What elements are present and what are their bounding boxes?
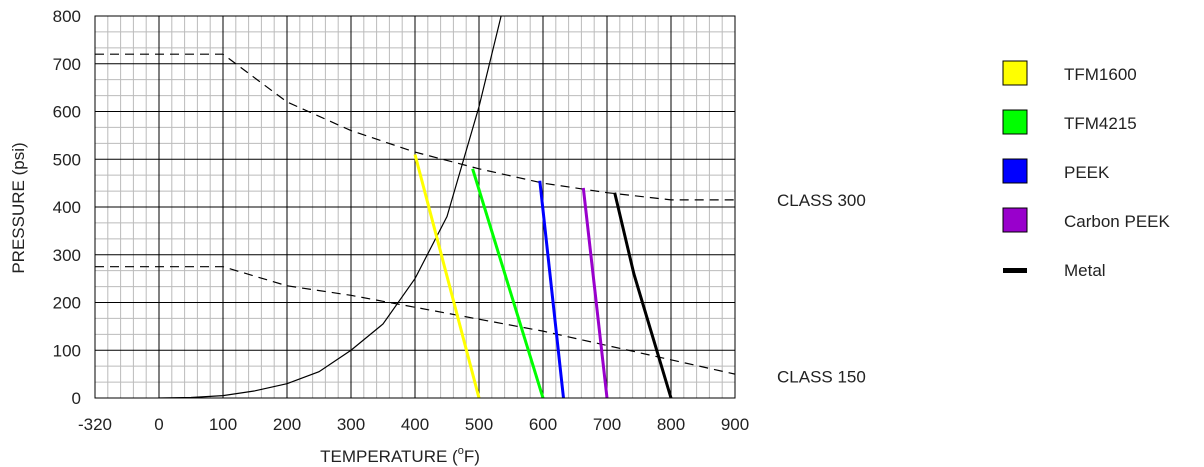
x-tick-label: 300	[337, 415, 365, 434]
y-tick-label: 100	[53, 341, 81, 360]
x-axis-title-end: F)	[464, 447, 480, 466]
legend-label: TFM4215	[1064, 114, 1137, 133]
x-tick-label: 200	[273, 415, 301, 434]
series-line-peek	[538, 180, 565, 399]
x-axis-title: TEMPERATURE (oF)	[320, 445, 480, 466]
class-label: CLASS 300	[777, 191, 866, 210]
x-tick-label: 600	[529, 415, 557, 434]
x-tick-label: 100	[209, 415, 237, 434]
series-line-carbon-peek	[581, 187, 609, 399]
legend-label: PEEK	[1064, 163, 1110, 182]
y-tick-labels: 0 100 200 300 400 500 600 700 800	[53, 7, 81, 408]
x-tick-label: -320	[78, 415, 112, 434]
legend-swatch	[1002, 207, 1028, 233]
x-tick-label: 800	[657, 415, 685, 434]
major-grid	[94, 15, 736, 399]
legend: TFM1600 TFM4215 PEEK Carbon PEEK Metal	[1002, 60, 1170, 280]
curves	[95, 16, 736, 398]
legend-swatch	[1003, 268, 1027, 273]
legend-label: Metal	[1064, 261, 1106, 280]
x-tick-label: 0	[154, 415, 163, 434]
plot-frame	[94, 15, 736, 399]
series-line-tfm4215	[471, 168, 545, 399]
legend-swatch	[1002, 60, 1028, 86]
class-label: CLASS 150	[777, 368, 866, 387]
x-axis-title-superscript: o	[458, 445, 464, 457]
y-tick-label: 200	[53, 294, 81, 313]
series-line-metal	[613, 192, 673, 399]
class-rating-curve	[95, 53, 735, 201]
legend-swatch	[1002, 158, 1028, 184]
x-tick-label: 900	[721, 415, 749, 434]
x-tick-label: 700	[593, 415, 621, 434]
legend-label: TFM1600	[1064, 65, 1137, 84]
y-tick-label: 800	[53, 7, 81, 26]
y-tick-label: 500	[53, 150, 81, 169]
y-tick-label: 600	[53, 103, 81, 122]
y-axis-title: PRESSURE (psi)	[9, 142, 28, 273]
x-tick-label: 400	[401, 415, 429, 434]
class-labels: CLASS 300 CLASS 150	[777, 191, 866, 387]
legend-swatch	[1002, 109, 1028, 135]
series-line-tfm1600	[413, 154, 481, 399]
saturation-curve	[158, 16, 502, 398]
y-tick-label: 0	[72, 389, 81, 408]
y-tick-label: 700	[53, 55, 81, 74]
legend-label: Carbon PEEK	[1064, 212, 1170, 231]
y-tick-label: 300	[53, 246, 81, 265]
x-axis-title-main: TEMPERATURE (	[320, 447, 458, 466]
y-tick-label: 400	[53, 198, 81, 217]
x-tick-labels: -320 0 100 200 300 400 500 600 700 800 900	[78, 415, 749, 434]
series-lines	[413, 154, 673, 399]
x-tick-label: 500	[465, 415, 493, 434]
